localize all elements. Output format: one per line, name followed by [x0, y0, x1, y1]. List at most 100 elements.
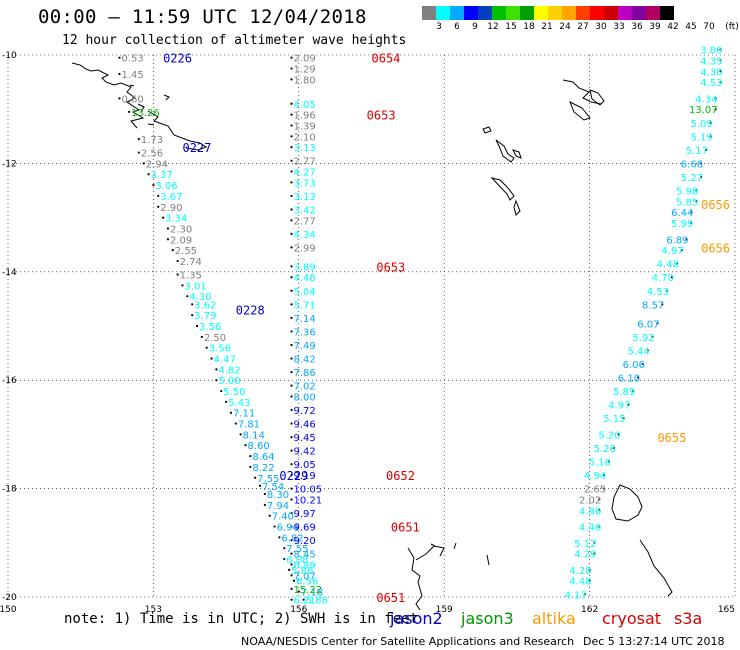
track-point [290, 384, 293, 387]
colorbar-swatch [646, 6, 660, 20]
lat-tick-label: -14 [2, 268, 17, 278]
colorbar-swatch [632, 6, 646, 20]
time-label: 0651 [391, 521, 420, 535]
track-point [675, 262, 678, 265]
track-point [290, 587, 293, 590]
satellite-legend-cryosat: cryosat [602, 609, 662, 628]
wave-height-label: 3.13 [294, 143, 316, 154]
wave-height-label: 7.11 [233, 409, 255, 420]
wave-height-label: 5.92 [632, 333, 654, 344]
lat-tick-label: -20 [2, 593, 17, 603]
track-point [588, 579, 591, 582]
coast-louisiade [147, 110, 208, 151]
wave-height-label: 5.15 [603, 414, 625, 425]
colorbar-label: 18 [523, 22, 535, 32]
wave-height-label: 6.94 [277, 523, 299, 534]
wave-height-label: 9.19 [294, 471, 316, 482]
track-point [290, 463, 293, 466]
track-point [166, 238, 170, 241]
track-point [290, 598, 293, 601]
track-point [290, 56, 293, 59]
wave-height-label: 2.09 [294, 54, 316, 65]
track-point [290, 422, 293, 425]
wave-height-label: 5.71 [294, 300, 316, 311]
track-point [263, 492, 266, 496]
track-point [137, 137, 140, 141]
wave-height-label: 4.82 [218, 365, 240, 376]
track-point [273, 525, 276, 528]
wave-height-label: 9.42 [294, 447, 316, 458]
track-point [627, 403, 630, 406]
track-point [690, 211, 693, 214]
wave-height-label: 8.00 [294, 392, 316, 403]
colorbar-swatch [450, 6, 464, 20]
axis-tick-labels: 150 153 156 159 162 165 -10 -12 -14 -16 -18 -20 [0, 51, 735, 615]
track-point [258, 484, 262, 487]
wave-height-label: 3.67 [160, 192, 182, 203]
wave-height-label: 2.77 [294, 157, 316, 168]
track-point [290, 78, 293, 81]
wave-height-label: 3.06 [155, 181, 177, 192]
time-label: 0653 [376, 260, 405, 274]
time-label: 0653 [367, 109, 396, 123]
wave-height-label: 9.05 [294, 460, 316, 471]
wave-height-labels: 0.531.450.6013.261.732.562.943.373.063.6… [121, 46, 722, 607]
wave-height-label: 3.42 [294, 205, 316, 216]
track-point [290, 113, 293, 116]
wave-height-label: 4.94 [584, 471, 606, 482]
wave-height-label: 5.26 [594, 444, 616, 455]
track-point [290, 67, 293, 70]
wave-height-label: 6.44 [671, 208, 693, 219]
track-point [234, 422, 237, 425]
coastlines [71, 62, 673, 611]
track-point [290, 316, 293, 319]
footer-credit: NOAA/NESDIS Center for Satellite Applica… [241, 635, 575, 648]
wave-height-label: 9.45 [294, 433, 316, 444]
track-point [283, 547, 286, 550]
wave-height-label: 5.17 [686, 146, 708, 157]
track-point [685, 238, 688, 241]
track-point [617, 433, 620, 436]
track-point [714, 108, 717, 111]
track-point [290, 276, 293, 279]
colorbar-label: 70 [703, 22, 715, 32]
coast-reef-c [430, 543, 436, 547]
track-point [215, 368, 218, 371]
track-point [200, 335, 203, 338]
coast-small-island-a [482, 126, 492, 134]
colorbar-swatch [520, 6, 534, 20]
track-point [157, 205, 160, 208]
wave-height-label: 9.69 [294, 523, 316, 534]
wave-height-label: 6.66 [681, 159, 703, 170]
colorbar-swatch [590, 6, 604, 20]
wave-height-label: 5.50 [223, 387, 245, 398]
track-point [651, 335, 654, 338]
track-point [598, 498, 601, 501]
track-point [656, 322, 659, 325]
track-point [290, 511, 293, 515]
colorbar-label: 39 [649, 22, 661, 32]
colorbar-labels: 3 6 9 12 15 18 21 24 27 30 33 36 39 42 45 70 (ft) [422, 22, 740, 34]
track-point [709, 135, 712, 138]
track-point [699, 175, 703, 179]
wave-height-label: 4.86 [579, 506, 601, 517]
coast-solomons-north [562, 79, 602, 105]
wave-height-label: 4.34 [695, 94, 717, 105]
wave-height-label: 5.86 [291, 566, 313, 577]
track-point [229, 411, 233, 414]
wave-height-label: 5.85 [676, 197, 698, 208]
wave-height-label: 3.56 [199, 322, 221, 333]
track-point [278, 536, 281, 539]
satellite-legend-jason2: jason2 [390, 609, 443, 628]
wave-height-label: 7.40 [272, 512, 294, 523]
track-point [205, 346, 208, 349]
colorbar-unit: (ft) [725, 22, 739, 32]
time-label: 0652 [386, 469, 415, 483]
track-point [593, 541, 596, 544]
wave-height-label: 4.53 [700, 78, 722, 89]
time-label: 0656 [701, 241, 730, 255]
track-point [128, 110, 131, 114]
wave-height-label: 5.44 [627, 346, 649, 357]
wave-height-label: 1.96 [294, 111, 316, 122]
wave-height-label: 8.22 [252, 463, 274, 474]
